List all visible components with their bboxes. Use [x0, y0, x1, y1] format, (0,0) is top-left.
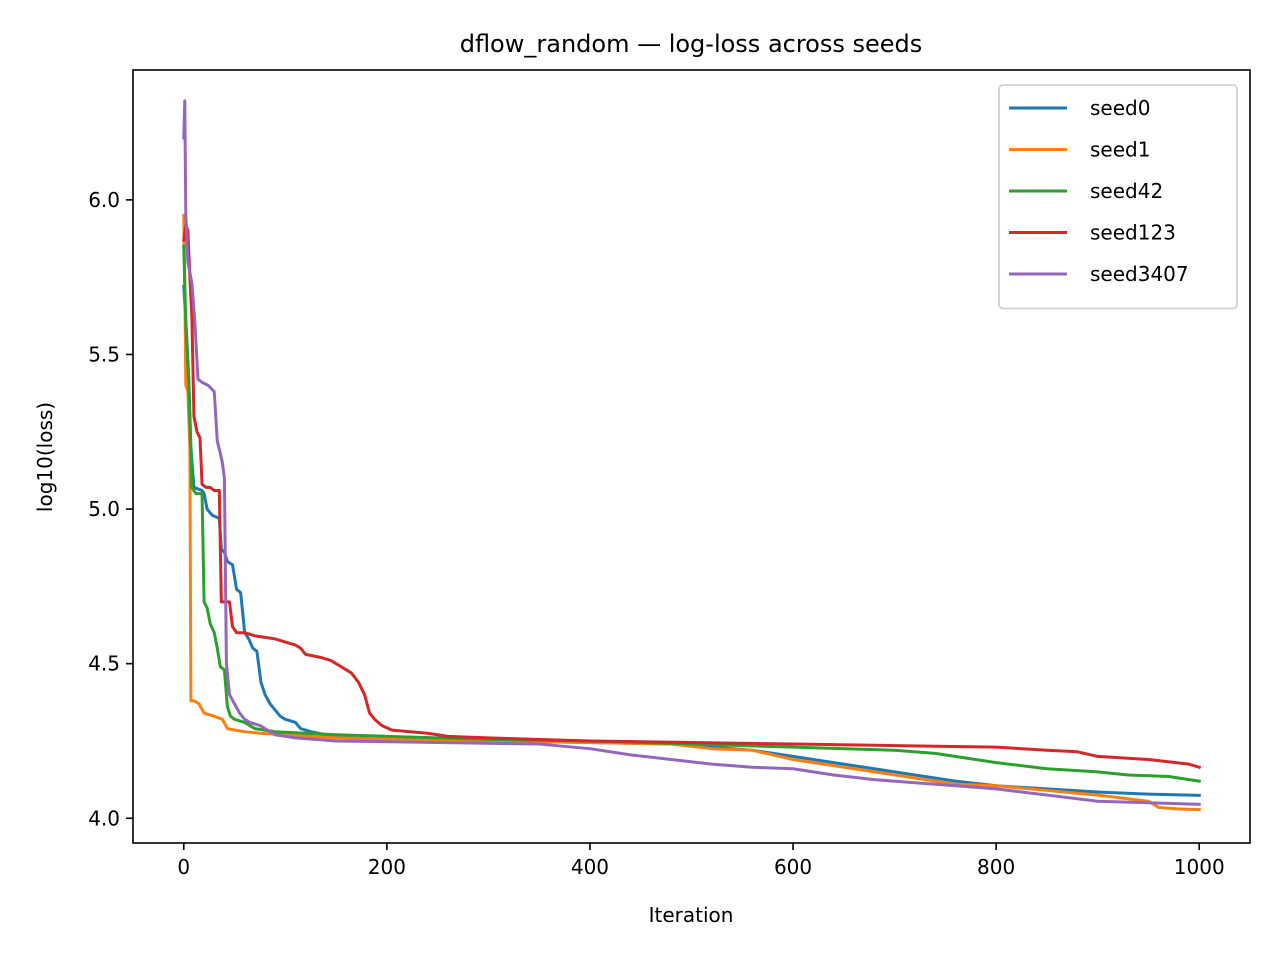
axes-layer: 0 200 400 600 800 1000 4.0 4.5 5.0 5.5 6.0: [88, 69, 1251, 879]
x-tick-label: 1000: [1174, 855, 1225, 879]
legend-label-seed42: seed42: [1090, 179, 1163, 203]
series-line-seed3407: [182, 99, 1201, 806]
legend-label-seed0: seed0: [1090, 96, 1150, 120]
series-line-seed123: [182, 223, 1202, 770]
legend-label-seed3407: seed3407: [1090, 262, 1189, 286]
x-tick-label: 400: [571, 855, 609, 879]
series-line-seed0: [182, 284, 1201, 797]
y-axis-label: log10(loss): [33, 402, 57, 512]
x-tick-label: 200: [368, 855, 406, 879]
x-tick-label: 0: [177, 855, 190, 879]
y-tick-label: 5.0: [88, 497, 120, 521]
legend-label-seed123: seed123: [1090, 221, 1176, 245]
y-tick-label: 6.0: [88, 188, 120, 212]
legend-label-seed1: seed1: [1090, 138, 1150, 162]
x-tick-label: 800: [977, 855, 1015, 879]
legend: seed0 seed1 seed42 seed123 seed3407: [998, 84, 1238, 310]
series-line-seed42: [182, 244, 1201, 783]
x-tick-label: 600: [774, 855, 812, 879]
series-layer: [182, 99, 1202, 812]
chart-title: dflow_random — log-loss across seeds: [460, 30, 923, 58]
legend-box: [998, 84, 1238, 310]
x-axis-label: Iteration: [649, 903, 734, 927]
y-tick-label: 5.5: [88, 342, 120, 366]
plot-frame: [132, 69, 1251, 844]
y-tick-label: 4.5: [88, 652, 120, 676]
series-line-seed1: [182, 213, 1201, 812]
y-tick-label: 4.0: [88, 806, 120, 830]
